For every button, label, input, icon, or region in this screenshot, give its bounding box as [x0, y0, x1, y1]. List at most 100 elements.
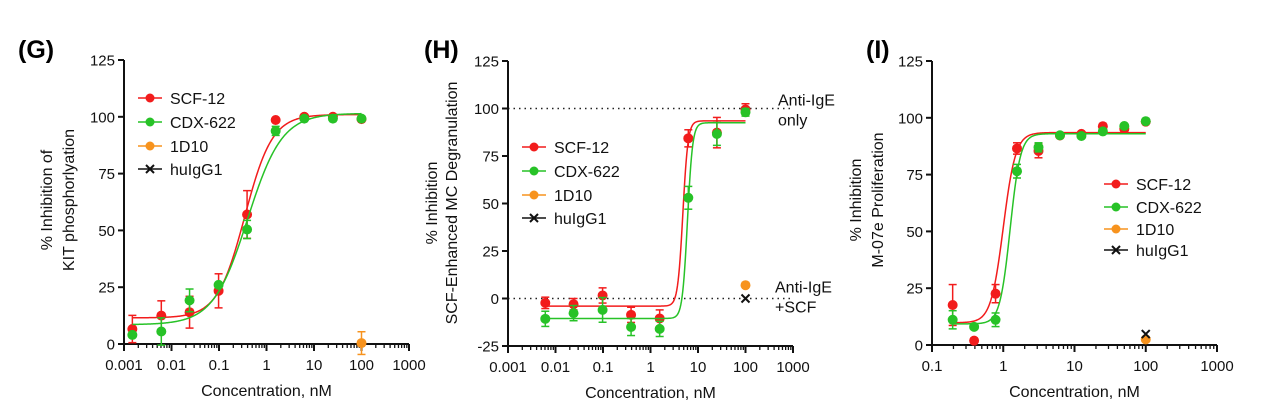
y-axis-label: % Inhibition: [848, 159, 865, 242]
y-tick-label: 100: [90, 109, 115, 126]
x-tick-label: 0.01: [541, 359, 570, 376]
data-point-cdx-622: [1097, 126, 1108, 137]
y-tick-label: 0: [491, 291, 499, 308]
x-tick-label: 100: [349, 357, 374, 374]
data-point-huigg1: [1141, 329, 1151, 339]
y-tick-label: 50: [906, 224, 923, 241]
legend-marker: [1111, 224, 1121, 234]
x-tick-label: 1: [262, 357, 270, 374]
data-point-huigg1: [740, 293, 751, 304]
y-tick-label: 100: [898, 110, 923, 127]
x-tick-label: 100: [733, 359, 758, 376]
legend-marker: [529, 190, 539, 200]
y-tick-label: 25: [482, 244, 499, 261]
data-point-cdx-622: [1076, 130, 1087, 141]
data-point-scf-12: [969, 335, 980, 346]
x-tick-label: 0.001: [489, 359, 527, 376]
y-tick-label: 75: [98, 166, 115, 183]
legend-label: CDX-622: [170, 115, 236, 132]
data-point-cdx-622: [184, 295, 195, 306]
data-point-cdx-622: [740, 107, 751, 118]
panel-label-h: (H): [424, 36, 459, 64]
data-point-cdx-622: [711, 128, 722, 139]
data-point-scf-12: [568, 299, 579, 310]
legend-marker-x: [529, 213, 539, 223]
x-tick-label: 10: [306, 357, 323, 374]
annotation-text: Anti-IgE: [778, 93, 835, 110]
x-tick-label: 1000: [392, 357, 425, 374]
y-tick-label: -25: [477, 339, 499, 356]
data-point-cdx-622: [947, 314, 958, 325]
data-point-cdx-622: [156, 326, 167, 337]
data-point-cdx-622: [990, 314, 1001, 325]
x-tick-label: 0.1: [922, 358, 943, 375]
data-point-scf-12: [1012, 143, 1023, 154]
legend-marker: [529, 142, 539, 152]
panel-h: Anti-IgE only Anti-IgE +SCF -25 0 25 50 75 100 125…: [424, 54, 835, 403]
x-axis-label: Concentration, nM: [1009, 384, 1140, 401]
data-point-cdx-622: [127, 329, 138, 340]
data-point-cdx-622: [969, 321, 980, 332]
data-point-cdx-622: [683, 192, 694, 203]
data-point-cdx-622: [626, 322, 637, 332]
data-point-cdx-622: [356, 113, 367, 124]
y-tick-label: 25: [98, 280, 115, 297]
legend-label: SCF-12: [170, 91, 225, 108]
y-axis-label: % Inhibition: [424, 162, 441, 245]
data-point-cdx-622: [1054, 130, 1065, 141]
x-tick-label: 100: [1133, 358, 1158, 375]
data-point-cdx-622: [1012, 166, 1023, 177]
legend-label: huIgG1: [554, 211, 607, 228]
panel-label-g: (G): [18, 36, 55, 64]
data-point-1d10: [740, 280, 751, 291]
y-axis-label: % Inhibition of: [39, 149, 56, 250]
data-point-scf-12: [683, 133, 694, 144]
y-tick-label: 25: [906, 281, 923, 298]
data-point-cdx-622: [1140, 116, 1151, 127]
panel-label-i: (I): [866, 36, 890, 64]
fit-curve-scf-12: [545, 120, 746, 307]
legend-label: 1D10: [554, 188, 592, 205]
x-tick-label: 0.1: [209, 357, 230, 374]
legend-label: SCF-12: [1136, 177, 1191, 194]
y-tick-label: 0: [915, 338, 923, 355]
annotation-text: Anti-IgE: [775, 280, 832, 297]
annotation-text: +SCF: [775, 300, 817, 317]
annotation-text: only: [778, 113, 807, 130]
x-tick-label: 1: [646, 359, 654, 376]
legend-label: 1D10: [1136, 222, 1174, 239]
legend-marker-x: [145, 164, 155, 174]
fit-curve-scf-12: [952, 131, 1146, 324]
x-tick-label: 0.001: [105, 357, 143, 374]
legend-marker: [145, 141, 155, 151]
legend-marker: [529, 166, 539, 176]
x-tick-label: 0.01: [157, 357, 186, 374]
data-point-cdx-622: [597, 304, 608, 315]
data-point-cdx-622: [1119, 120, 1130, 131]
legend-label: huIgG1: [1136, 243, 1189, 260]
data-point-scf-12: [270, 114, 281, 125]
fit-curve-cdx-622: [952, 132, 1146, 325]
y-tick-label: 125: [90, 53, 115, 70]
y-tick-label: 50: [98, 223, 115, 240]
y-axis-label: M-07e Proliferation: [870, 132, 887, 267]
data-point-cdx-622: [327, 113, 338, 124]
data-point-cdx-622: [270, 125, 281, 136]
y-tick-label: 50: [482, 196, 499, 213]
data-point-cdx-622: [654, 323, 665, 334]
data-point-cdx-622: [568, 308, 579, 319]
data-point-cdx-622: [242, 224, 253, 235]
data-point-scf-12: [626, 309, 637, 320]
legend-label: CDX-622: [554, 164, 620, 181]
x-tick-label: 1: [999, 358, 1007, 375]
y-tick-label: 125: [474, 54, 499, 71]
legend-marker: [145, 117, 155, 127]
data-point-scf-12: [947, 300, 958, 311]
panel-g: 0 25 50 75 100 125 0.001 0.01 0.1 1 10 100 1000 Conce…: [39, 53, 425, 401]
y-tick-label: 125: [898, 54, 923, 71]
y-axis-label: KIT phosphorlyation: [61, 129, 78, 271]
legend-label: 1D10: [170, 139, 208, 156]
legend-marker: [1111, 179, 1121, 189]
panel-i: 0 25 50 75 100 125 0.1 1 10 100 1000 Concentration,…: [848, 54, 1233, 402]
